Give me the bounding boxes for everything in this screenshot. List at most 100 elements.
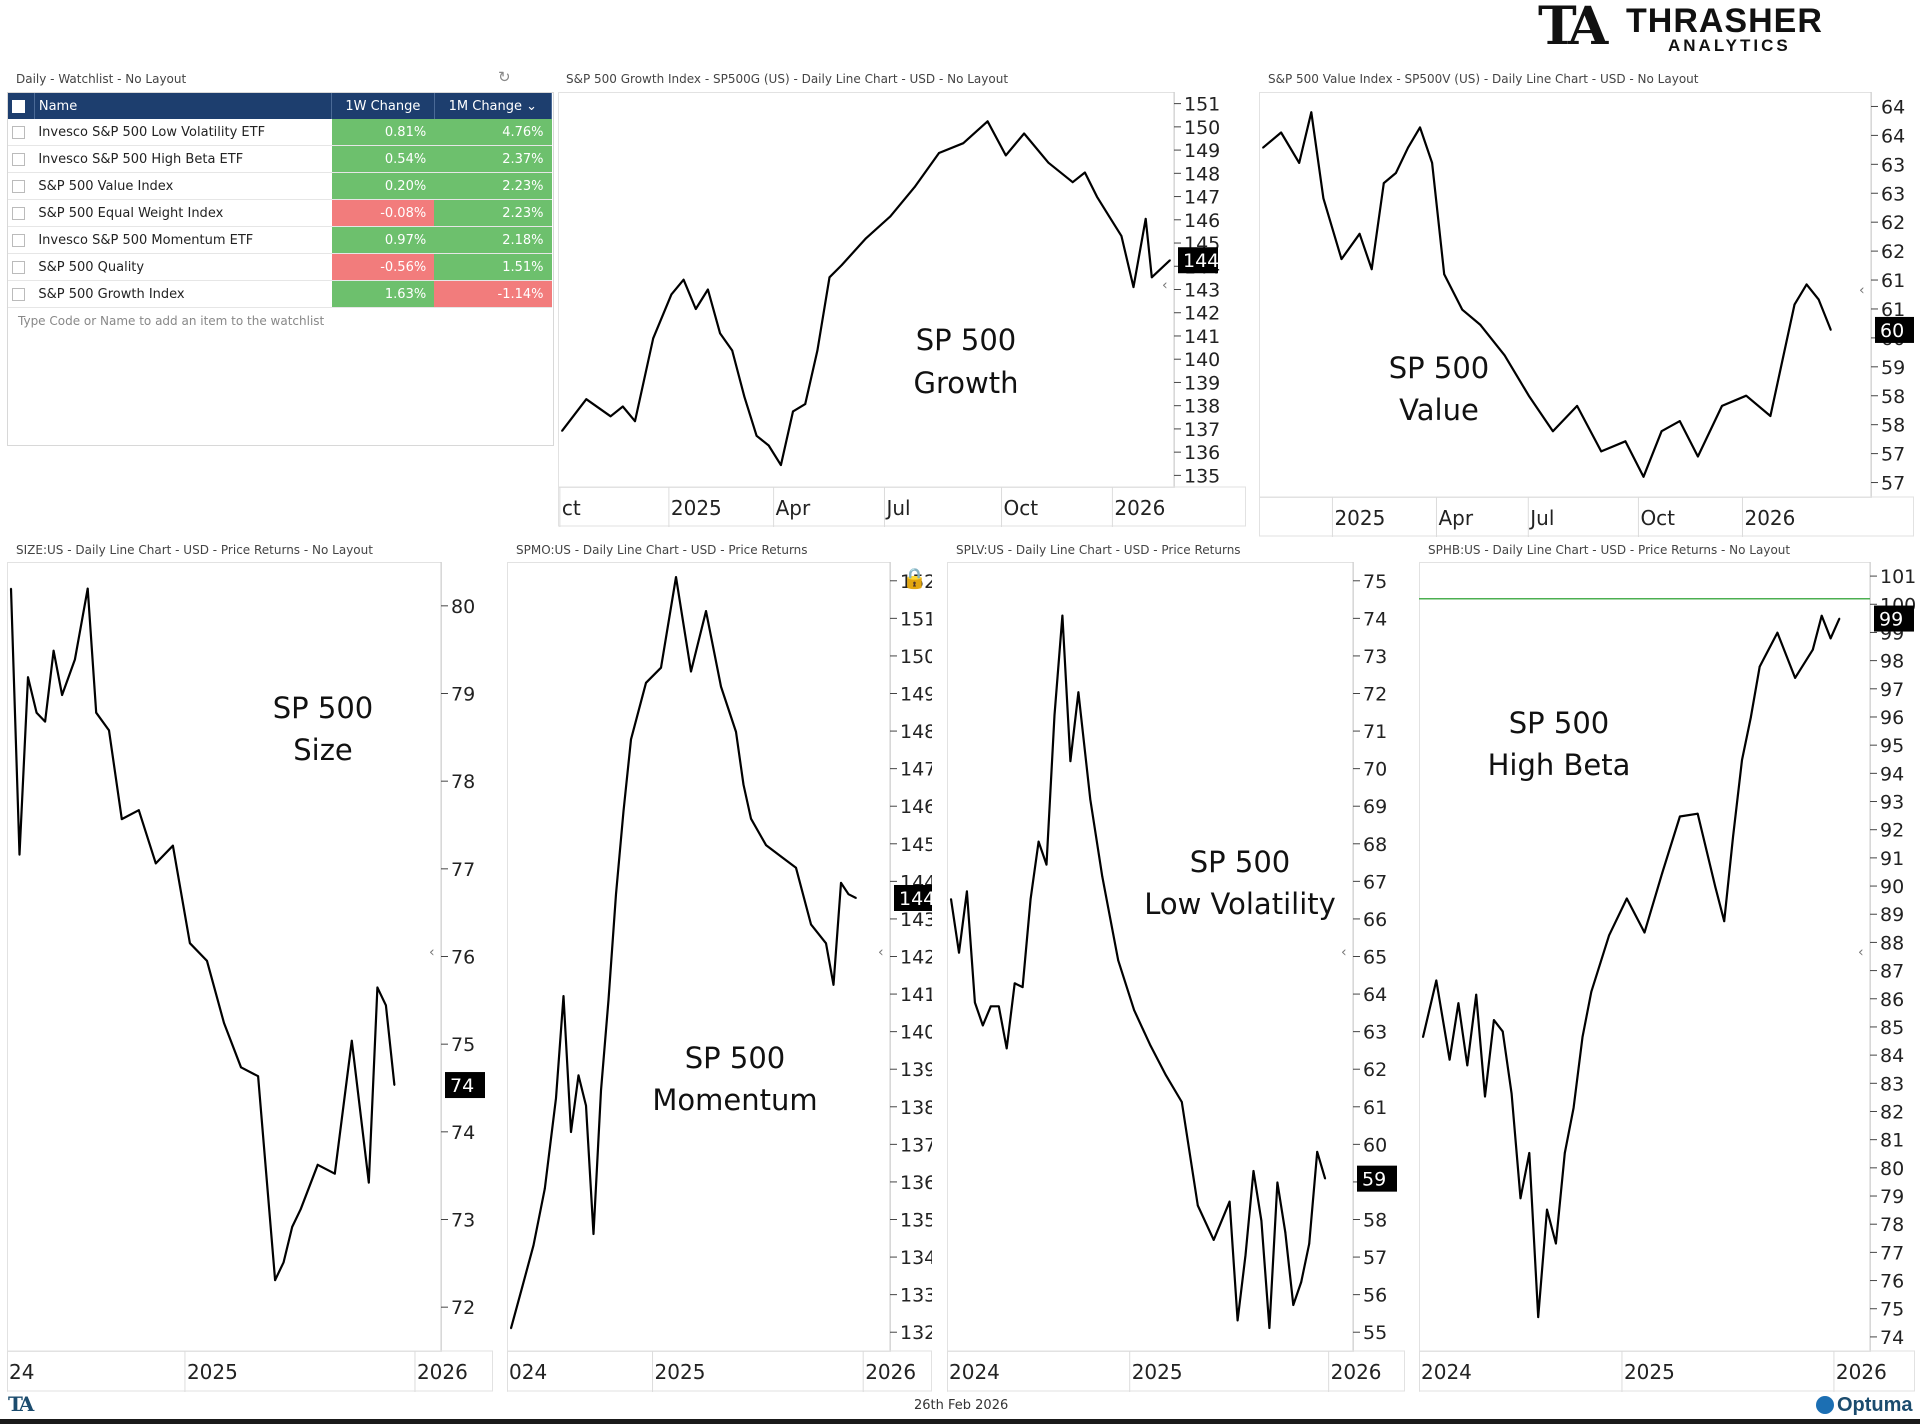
highbeta-ytick-label: 82 [1880,1101,1904,1123]
size-chart-panel[interactable]: 80 79 78 77 76 75 74 73 72 24 2025 2026 74 SP 500 Size… [7,562,493,1392]
lock-icon[interactable]: 🔒 [902,566,927,590]
lowvol-ytick-label: 75 [1363,571,1387,593]
growth-last-value-label: 144 [1183,250,1219,272]
size-data-point [393,1084,396,1086]
size-data-point [282,1261,285,1264]
growth-data-point [767,444,770,447]
lowvol-ytick-label: 69 [1363,796,1387,818]
growth-data-point [1071,181,1074,184]
size-ytick-label: 76 [451,947,475,969]
highbeta-data-point [1820,614,1823,617]
value-data-point [1660,430,1663,433]
growth-ytick-label: 139 [1184,372,1220,394]
lowvol-chart-panel[interactable]: 75 74 73 72 71 70 69 68 67 66 65 64 63 62 61 60 59 58 57 56… [947,562,1405,1392]
highbeta-data-point [1732,835,1734,838]
growth-ytick-label: 146 [1184,210,1220,232]
row-checkbox[interactable] [8,172,35,200]
momentum-ytick-label: 151 [900,608,932,630]
row-checkbox[interactable] [8,253,35,281]
growth-data-point [1144,217,1147,220]
growth-data-point [1023,132,1025,135]
growth-data-point [779,464,782,466]
lowvol-data-point [1236,1319,1239,1322]
value-chart-panel[interactable]: 64646363626261616059585857572025AprJulOc… [1259,92,1914,537]
size-data-point [154,862,157,865]
growth-data-point [1150,276,1153,279]
lowvol-data-point [1165,1074,1167,1077]
highbeta-ytick-label: 96 [1880,707,1904,729]
growth-data-point [1096,195,1098,198]
growth-chart-svg[interactable]: 1511501491481471461451441431421411401391… [558,92,1246,527]
lowvol-data-point [1284,1231,1287,1234]
size-panel-title: SIZE:US - Daily Line Chart - USD - Price… [16,543,373,557]
value-ytick-label: 64 [1881,96,1905,118]
watchlist-add-input[interactable]: Type Code or Name to add an item to the … [18,314,325,328]
growth-data-point [889,215,892,218]
col-1w-header[interactable]: 1W Change [331,93,435,119]
watchlist-row[interactable]: S&P 500 Growth Index 1.63% -1.14% [8,280,552,308]
growth-ytick-label: 151 [1184,94,1220,116]
lowvol-ytick-label: 64 [1363,984,1387,1006]
footer-logo-mark: TA [8,1392,34,1416]
footer-date: 26th Feb 2026 [914,1398,1009,1413]
row-checkbox[interactable] [8,199,35,227]
value-data-point [1624,440,1627,443]
momentum-data-point [615,893,617,896]
lowvol-data-point [1292,1304,1295,1306]
highbeta-chart-panel[interactable]: 101 100 99 98 97 96 95 94 93 92 91 90 89 88 87 86 85 84 83… [1419,562,1915,1392]
watchlist-row[interactable]: S&P 500 Equal Weight Index -0.08% 2.23% [8,199,552,227]
size-data-point [35,711,38,714]
col-name-header[interactable]: Name [34,93,333,119]
highbeta-data-point [1510,1092,1513,1095]
value-data-point [1829,329,1832,331]
row-checkbox[interactable] [8,145,35,173]
value-data-point [1479,323,1482,326]
row-checkbox[interactable] [8,280,35,308]
value-data-point [1527,394,1530,397]
watchlist-row[interactable]: Invesco S&P 500 Low Volatility ETF 0.81% 4… [8,119,552,146]
value-data-point [1340,258,1343,260]
size-chart-svg[interactable]: 80 79 78 77 76 75 74 73 72 24 2025 2026 74 SP 500 Size… [7,562,493,1392]
highbeta-ytick-label: 90 [1880,876,1904,898]
row-checkbox[interactable] [8,119,35,146]
momentum-ytick-label: 150 [900,646,932,668]
highbeta-ytick-label: 79 [1880,1186,1904,1208]
lowvol-data-point [1061,614,1064,617]
size-data-point [10,587,12,590]
highbeta-chart-svg[interactable]: 1011009998979695949392919089888786858483… [1419,562,1915,1392]
value-data-point [1280,131,1283,134]
select-all-checkbox[interactable] [8,93,35,119]
highbeta-ytick-label: 83 [1880,1073,1904,1095]
value-chart-svg[interactable]: 64646363626261616059585857572025AprJulOc… [1259,92,1914,537]
refresh-icon[interactable]: ↻ [498,68,511,86]
watchlist-row[interactable]: S&P 500 Quality -0.56% 1.51% [8,253,552,281]
momentum-ytick-label: 152 [900,571,932,593]
growth-plot-frame [558,92,1175,488]
lowvol-chart-svg[interactable]: 75 74 73 72 71 70 69 68 67 66 65 64 63 62 61 60 59 58 57 56… [947,562,1405,1392]
growth-ytick-label: 141 [1184,326,1220,348]
watchlist-row[interactable]: S&P 500 Value Index 0.20% 2.23% [8,172,552,200]
lowvol-chart-label: Low Volatility [1144,887,1336,921]
highbeta-data-point [1794,677,1797,679]
size-data-point [206,960,208,962]
lowvol-data-point [1149,1043,1151,1046]
growth-chart-panel[interactable]: 1511501491481471461451441431421411401391… [558,92,1246,527]
row-checkbox[interactable] [8,226,35,254]
watchlist-row[interactable]: Invesco S&P 500 High Beta ETF 0.54% 2.37% [8,145,552,173]
lowvol-data-point [1244,1254,1247,1257]
lowvol-ytick-label: 67 [1363,871,1387,893]
momentum-xtick-label: 024 [509,1360,547,1384]
watchlist-row[interactable]: Invesco S&P 500 Momentum ETF 0.97% 2.18% [8,226,552,254]
momentum-data-point [555,1097,557,1099]
momentum-data-point [622,810,625,813]
momentum-chart-panel[interactable]: 152 151 150 149 148 147 146 145 144 143 142 141 140 1… [507,562,932,1392]
momentum-ytick-label: 135 [900,1210,932,1232]
highbeta-ytick-label: 87 [1880,961,1904,983]
value-data-point [1769,415,1772,417]
momentum-data-point [607,999,610,1001]
col-1m-header[interactable]: 1M Change ⌄ [434,93,553,119]
value-ytick-label: 57 [1881,444,1905,466]
momentum-data-point [720,685,722,688]
size-last-value-tag [445,1072,485,1099]
